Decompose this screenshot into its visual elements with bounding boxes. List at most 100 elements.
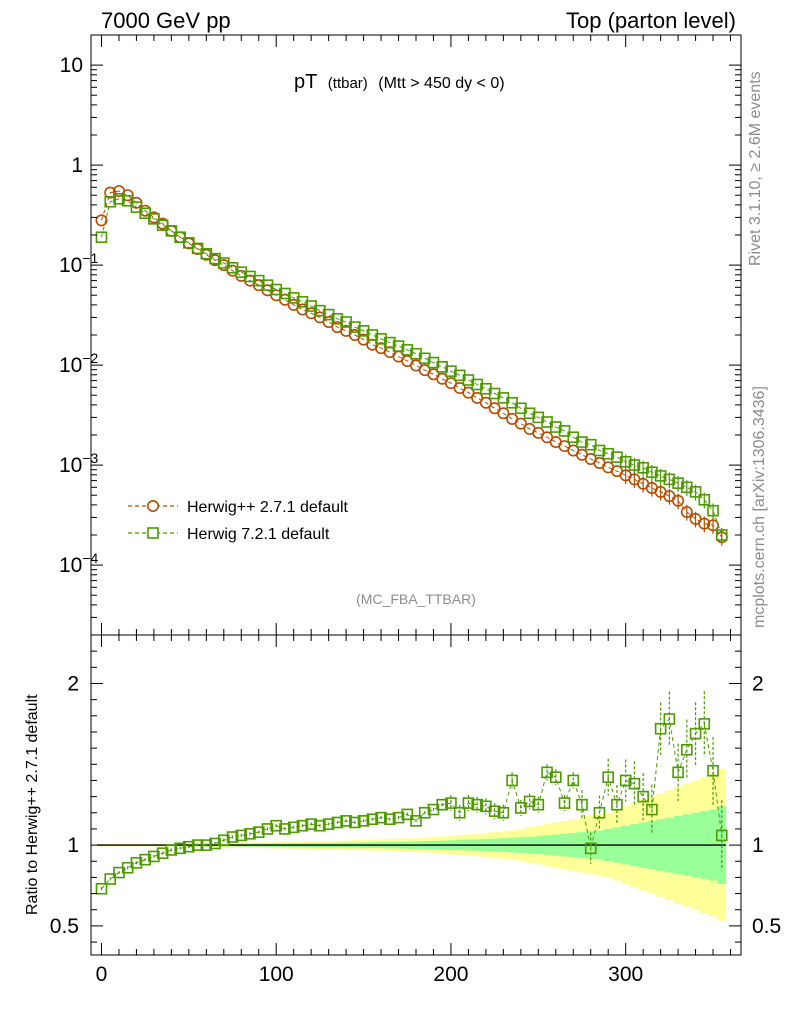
data-point bbox=[523, 795, 536, 808]
data-point bbox=[514, 417, 527, 430]
data-point bbox=[532, 798, 545, 811]
data-point bbox=[244, 827, 256, 840]
x-tick-label: 0 bbox=[96, 963, 108, 986]
data-point bbox=[654, 722, 667, 735]
data-point bbox=[707, 504, 719, 517]
data-point bbox=[689, 727, 702, 740]
data-point bbox=[235, 829, 248, 842]
data-point bbox=[681, 743, 693, 756]
data-point bbox=[148, 850, 160, 863]
data-point bbox=[654, 470, 667, 482]
data-point bbox=[680, 505, 693, 518]
data-point bbox=[113, 193, 125, 205]
data-point bbox=[383, 336, 396, 349]
data-point bbox=[401, 344, 414, 356]
data-point bbox=[619, 455, 632, 468]
data-point bbox=[637, 790, 649, 803]
legend-marker bbox=[147, 499, 160, 512]
data-point bbox=[331, 313, 344, 325]
data-point bbox=[558, 797, 571, 809]
data-point bbox=[549, 771, 562, 784]
data-point bbox=[357, 815, 370, 827]
data-point bbox=[375, 333, 387, 345]
y-tick-label: 10 bbox=[60, 54, 83, 77]
data-point bbox=[444, 377, 457, 390]
data-point bbox=[628, 777, 641, 790]
data-point bbox=[602, 771, 615, 784]
data-point bbox=[165, 225, 178, 237]
data-point bbox=[349, 816, 361, 829]
plot-title-sub1: (ttbar) bbox=[328, 75, 368, 92]
data-point bbox=[689, 486, 702, 498]
data-point bbox=[619, 774, 632, 787]
data-point bbox=[611, 798, 623, 811]
data-point bbox=[209, 837, 221, 850]
data-point bbox=[707, 764, 719, 777]
data-point bbox=[715, 529, 728, 541]
data-point bbox=[287, 292, 300, 304]
data-point bbox=[287, 821, 300, 834]
y-tick-label: 1 bbox=[71, 154, 83, 177]
data-point bbox=[104, 873, 117, 885]
data-point bbox=[130, 857, 143, 869]
data-point bbox=[497, 806, 510, 819]
data-point bbox=[366, 813, 379, 826]
ratio-ylabel: Ratio to Herwig++ 2.7.1 default bbox=[24, 694, 41, 915]
data-point bbox=[698, 718, 711, 730]
data-point bbox=[646, 803, 658, 816]
data-point bbox=[663, 713, 676, 725]
ratio-panel: 2 2 1 1 0.5 0.5 0 100 200 300 Ratio to Herwig++ 2… bbox=[24, 634, 781, 986]
data-point bbox=[471, 391, 484, 404]
data-point bbox=[593, 806, 606, 819]
plot-title-sub2: (Mtt > 450 dy < 0) bbox=[378, 75, 504, 92]
plot-title: pT (ttbar) (Mtt > 450 dy < 0) bbox=[294, 71, 505, 93]
data-point bbox=[471, 798, 483, 811]
data-point bbox=[217, 834, 230, 847]
data-point bbox=[340, 815, 352, 827]
data-point bbox=[357, 325, 370, 337]
data-point bbox=[479, 396, 492, 409]
data-point bbox=[375, 811, 387, 824]
data-point bbox=[305, 818, 317, 830]
x-tick-label: 200 bbox=[433, 963, 468, 986]
data-point bbox=[698, 493, 711, 506]
data-point bbox=[576, 436, 588, 448]
data-point bbox=[672, 766, 684, 779]
data-point bbox=[445, 365, 457, 377]
legend-marker bbox=[147, 527, 159, 539]
data-point bbox=[278, 293, 291, 306]
data-point bbox=[506, 774, 518, 787]
header-right: Top (parton level) bbox=[566, 8, 736, 33]
data-point bbox=[462, 797, 475, 809]
data-point bbox=[715, 829, 728, 842]
main-panel-frame bbox=[90, 34, 742, 636]
data-point bbox=[383, 813, 396, 826]
y-tick-label: 0.5 bbox=[752, 915, 781, 938]
data-point bbox=[646, 466, 658, 478]
legend-label: Herwig++ 2.7.1 default bbox=[187, 499, 349, 516]
data-point bbox=[244, 270, 256, 283]
y-tick-label: 2 bbox=[752, 672, 764, 695]
data-point bbox=[515, 802, 527, 814]
data-point bbox=[418, 806, 431, 819]
data-point bbox=[174, 842, 186, 855]
data-point bbox=[130, 201, 143, 213]
data-point bbox=[436, 798, 449, 811]
data-point bbox=[200, 839, 213, 851]
y-tick-label: 10−4 bbox=[59, 550, 99, 577]
header-left: 7000 GeV pp bbox=[101, 8, 231, 33]
data-point bbox=[121, 194, 134, 207]
data-point bbox=[445, 797, 457, 809]
legend: Herwig++ 2.7.1 default Herwig 7.2.1 defau… bbox=[128, 499, 349, 543]
data-point bbox=[95, 214, 108, 227]
data-point bbox=[252, 826, 265, 838]
data-point bbox=[104, 186, 117, 199]
data-point bbox=[191, 839, 204, 851]
data-point bbox=[698, 517, 711, 530]
data-point bbox=[148, 213, 160, 225]
data-point bbox=[558, 425, 571, 437]
data-point bbox=[497, 407, 510, 420]
data-point bbox=[314, 819, 326, 832]
data-point bbox=[672, 494, 685, 507]
